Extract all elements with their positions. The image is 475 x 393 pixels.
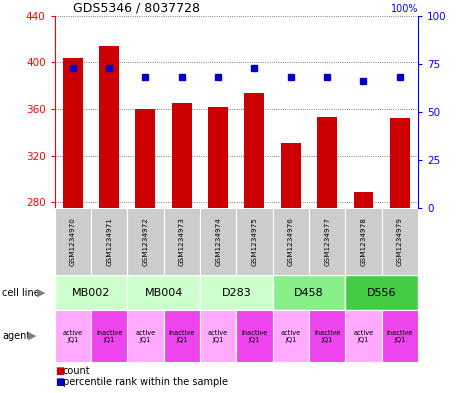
Bar xyxy=(273,275,345,310)
Text: inactive
JQ1: inactive JQ1 xyxy=(241,329,268,343)
Text: GSM1234976: GSM1234976 xyxy=(288,217,294,266)
Text: GSM1234979: GSM1234979 xyxy=(397,217,403,266)
Bar xyxy=(127,208,163,275)
Bar xyxy=(273,310,309,362)
Text: D556: D556 xyxy=(367,288,397,298)
Bar xyxy=(200,310,237,362)
Text: active
JQ1: active JQ1 xyxy=(353,329,374,343)
Text: percentile rank within the sample: percentile rank within the sample xyxy=(63,377,228,387)
Text: active
JQ1: active JQ1 xyxy=(208,329,228,343)
Text: active
JQ1: active JQ1 xyxy=(281,329,301,343)
Text: 100%: 100% xyxy=(390,4,418,14)
Text: cell line: cell line xyxy=(2,288,40,298)
Text: GSM1234970: GSM1234970 xyxy=(70,217,76,266)
Text: GSM1234977: GSM1234977 xyxy=(324,217,330,266)
Text: GSM1234973: GSM1234973 xyxy=(179,217,185,266)
Bar xyxy=(345,275,418,310)
Bar xyxy=(317,117,337,208)
Text: count: count xyxy=(63,366,90,376)
Text: MB004: MB004 xyxy=(144,288,183,298)
Bar xyxy=(163,208,200,275)
Text: inactive
JQ1: inactive JQ1 xyxy=(387,329,413,343)
Text: inactive
JQ1: inactive JQ1 xyxy=(314,329,341,343)
Bar xyxy=(91,208,127,275)
Text: ▶: ▶ xyxy=(28,331,36,341)
Text: ■: ■ xyxy=(55,377,64,387)
Text: inactive
JQ1: inactive JQ1 xyxy=(169,329,195,343)
Bar xyxy=(135,109,155,208)
Bar xyxy=(281,143,301,208)
Bar xyxy=(237,310,273,362)
Text: GSM1234975: GSM1234975 xyxy=(251,217,257,266)
Text: ■: ■ xyxy=(55,366,64,376)
Text: GSM1234972: GSM1234972 xyxy=(142,217,149,266)
Bar xyxy=(245,93,265,208)
Bar xyxy=(353,192,373,208)
Text: agent: agent xyxy=(2,331,30,341)
Bar xyxy=(200,275,273,310)
Text: GSM1234971: GSM1234971 xyxy=(106,217,112,266)
Bar xyxy=(55,310,91,362)
Bar xyxy=(237,208,273,275)
Bar xyxy=(163,310,200,362)
Text: D458: D458 xyxy=(294,288,324,298)
Bar xyxy=(381,208,418,275)
Bar xyxy=(127,275,200,310)
Text: MB002: MB002 xyxy=(72,288,110,298)
Text: D283: D283 xyxy=(221,288,251,298)
Text: inactive
JQ1: inactive JQ1 xyxy=(96,329,123,343)
Bar xyxy=(99,46,119,208)
Text: ▶: ▶ xyxy=(37,288,45,298)
Bar xyxy=(309,208,345,275)
Bar xyxy=(127,310,163,362)
Bar xyxy=(208,107,228,208)
Bar xyxy=(273,208,309,275)
Bar xyxy=(381,310,418,362)
Text: GSM1234974: GSM1234974 xyxy=(215,217,221,266)
Text: active
JQ1: active JQ1 xyxy=(135,329,156,343)
Bar xyxy=(390,118,410,208)
Bar xyxy=(345,208,381,275)
Text: GDS5346 / 8037728: GDS5346 / 8037728 xyxy=(73,2,200,15)
Bar xyxy=(172,103,192,208)
Bar xyxy=(345,310,381,362)
Text: active
JQ1: active JQ1 xyxy=(63,329,83,343)
Bar xyxy=(55,208,91,275)
Bar xyxy=(63,58,83,208)
Bar xyxy=(55,275,127,310)
Bar xyxy=(200,208,237,275)
Bar xyxy=(91,310,127,362)
Bar xyxy=(309,310,345,362)
Text: GSM1234978: GSM1234978 xyxy=(361,217,367,266)
